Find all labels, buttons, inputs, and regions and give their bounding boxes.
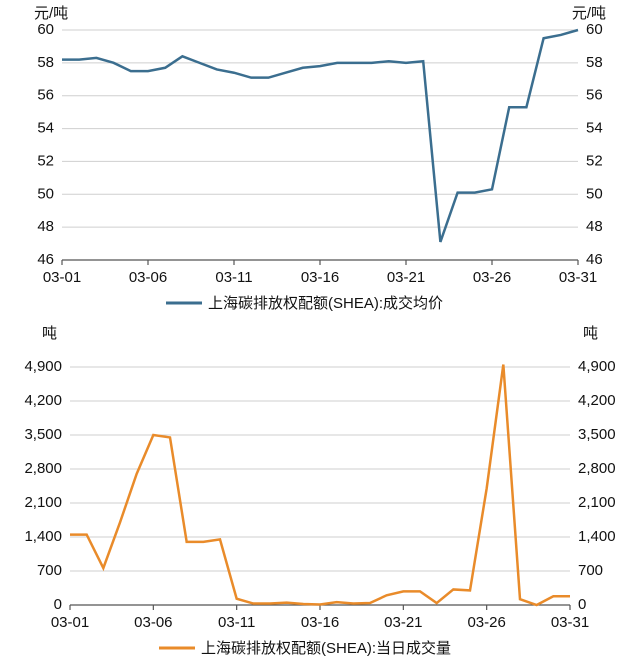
y-tick-right: 1,400: [578, 528, 616, 545]
y-tick-right: 2,100: [578, 494, 616, 511]
x-tick-label: 03-16: [301, 614, 339, 631]
y-tick-left: 1,400: [24, 528, 62, 545]
x-tick-label: 03-21: [387, 269, 425, 286]
y-tick-left: 60: [37, 21, 54, 38]
y-tick-right: 0: [578, 596, 586, 613]
y-tick-right: 3,500: [578, 426, 616, 443]
y-tick-left: 2,800: [24, 460, 62, 477]
y-tick-left: 56: [37, 87, 54, 104]
y-tick-right: 4,900: [578, 358, 616, 375]
y-tick-left: 2,100: [24, 494, 62, 511]
y-tick-right: 60: [586, 21, 603, 38]
legend-label: 上海碳排放权配额(SHEA):成交均价: [208, 294, 443, 312]
x-tick-label: 03-21: [384, 614, 422, 631]
y-tick-right: 4,200: [578, 392, 616, 409]
x-tick-label: 03-11: [218, 614, 255, 631]
y-tick-right: 46: [586, 251, 603, 268]
y-tick-left: 700: [37, 562, 62, 579]
y-axis-label-left: 吨: [42, 325, 57, 342]
volume-chart: 0 0 700 700 1,400 1,400 2,100 2,100 2,800 2,800 3,…: [0, 320, 640, 665]
y-axis-label-right: 吨: [583, 325, 598, 342]
page-root: 46464848505052525454565658586060元/吨元/吨03…: [0, 0, 640, 665]
y-tick-left: 52: [37, 152, 54, 169]
y-tick-left: 0: [54, 596, 62, 613]
x-tick-label: 03-06: [134, 614, 172, 631]
y-tick-right: 50: [586, 185, 603, 202]
x-tick-label: 03-26: [467, 614, 505, 631]
y-tick-right: 48: [586, 218, 603, 235]
y-tick-left: 58: [37, 54, 54, 71]
y-tick-right: 56: [586, 87, 603, 104]
x-tick-label: 03-01: [43, 269, 81, 286]
x-tick-label: 03-06: [129, 269, 167, 286]
x-tick-label: 03-31: [559, 269, 597, 286]
y-tick-right: 2,800: [578, 460, 616, 477]
y-tick-left: 46: [37, 251, 54, 268]
price-chart-svg: 46464848505052525454565658586060元/吨元/吨03…: [0, 0, 640, 320]
y-tick-left: 54: [37, 120, 54, 137]
x-tick-label: 03-01: [51, 614, 89, 631]
y-axis-label-left: 元/吨: [34, 5, 68, 22]
y-tick-right: 52: [586, 152, 603, 169]
y-tick-right: 54: [586, 120, 603, 137]
y-tick-right: 700: [578, 562, 603, 579]
y-tick-left: 3,500: [24, 426, 62, 443]
x-tick-label: 03-16: [301, 269, 339, 286]
y-tick-left: 4,200: [24, 392, 62, 409]
price-chart: 46464848505052525454565658586060元/吨元/吨03…: [0, 0, 640, 320]
x-tick-label: 03-11: [215, 269, 252, 286]
y-tick-right: 58: [586, 54, 603, 71]
legend-label: 上海碳排放权配额(SHEA):当日成交量: [201, 639, 451, 657]
y-tick-left: 48: [37, 218, 54, 235]
y-tick-left: 4,900: [24, 358, 62, 375]
y-tick-left: 50: [37, 185, 54, 202]
y-axis-label-right: 元/吨: [572, 5, 606, 22]
volume-chart-svg: 0 0 700 700 1,400 1,400 2,100 2,100 2,800 2,800 3,…: [0, 320, 640, 665]
x-tick-label: 03-26: [473, 269, 511, 286]
x-tick-label: 03-31: [551, 614, 589, 631]
